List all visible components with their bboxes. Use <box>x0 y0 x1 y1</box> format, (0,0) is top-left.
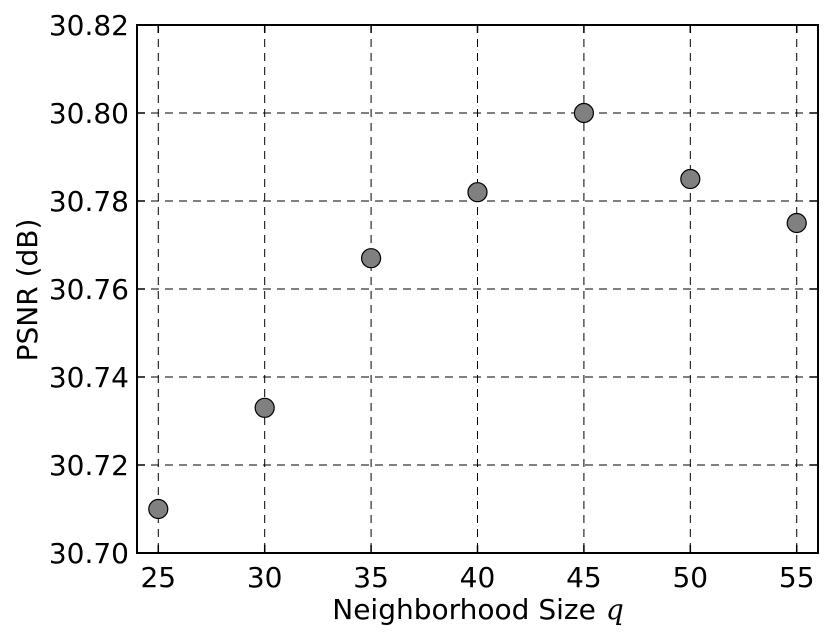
y-tick-label: 30.80 <box>49 97 129 130</box>
axis-ticks <box>137 24 818 554</box>
x-tick-label: 45 <box>566 561 602 594</box>
x-axis-label-text: Neighborhood Size <box>332 593 596 626</box>
y-tick-label: 30.82 <box>49 9 129 42</box>
y-tick-label: 30.70 <box>49 537 129 570</box>
data-point <box>254 397 275 418</box>
y-tick-label: 30.76 <box>49 273 129 306</box>
data-point <box>148 498 169 520</box>
x-axis-label-variable: q <box>606 593 624 626</box>
y-axis-label: PSNR (dB) <box>11 219 44 362</box>
x-tick-label: 40 <box>460 561 496 594</box>
x-axis-label: Neighborhood Size q <box>332 593 624 626</box>
x-axis-tick-labels: 25 30 35 40 45 50 55 <box>140 561 814 594</box>
x-tick-label: 30 <box>247 561 283 594</box>
y-tick-label: 30.78 <box>49 185 129 218</box>
y-tick-label: 30.74 <box>49 361 129 394</box>
data-points <box>148 102 807 520</box>
data-point <box>573 102 595 124</box>
data-point <box>680 168 701 190</box>
data-point <box>467 182 488 203</box>
x-tick-label: 35 <box>353 561 389 594</box>
data-point <box>786 212 807 234</box>
y-tick-label: 30.72 <box>49 449 129 482</box>
x-tick-label: 55 <box>779 561 815 594</box>
x-tick-label: 25 <box>140 561 176 594</box>
data-point <box>360 248 382 269</box>
x-tick-label: 50 <box>672 561 708 594</box>
grid-lines <box>137 25 818 553</box>
y-axis-tick-labels: 30.70 30.72 30.74 30.76 30.78 30.80 30.82 <box>49 9 129 570</box>
